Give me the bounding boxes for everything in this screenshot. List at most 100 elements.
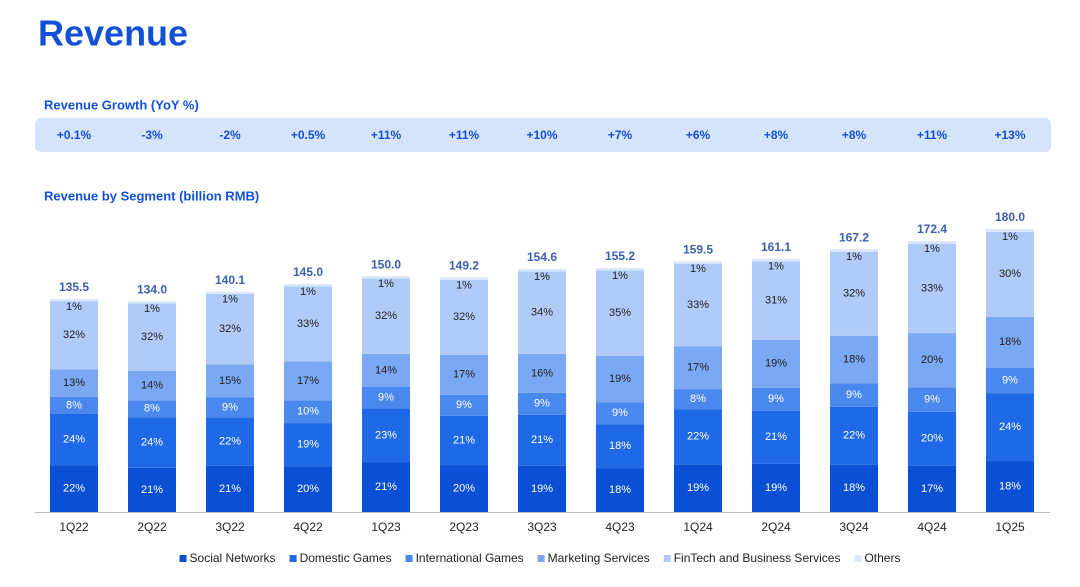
segment-label: 32% (453, 311, 475, 323)
bar-segment (986, 367, 1034, 394)
bar-segment (752, 387, 800, 411)
total-label: 145.0 (293, 265, 323, 279)
legend-marker (289, 555, 297, 562)
growth-label: +0.1% (57, 128, 92, 142)
bar-segment (440, 277, 488, 280)
segment-label: 1% (456, 279, 472, 291)
bar-segment (50, 298, 98, 302)
segment-label: 17% (687, 362, 709, 374)
bar-segment (206, 397, 254, 418)
bar-segment (518, 271, 566, 355)
segment-label: 35% (609, 307, 631, 319)
segment-label: 34% (531, 307, 553, 319)
segment-label: 21% (375, 481, 397, 493)
growth-label: +8% (842, 128, 867, 142)
segment-label: 22% (219, 435, 241, 447)
segment-label: 23% (375, 429, 397, 441)
segment-label: 33% (297, 318, 319, 330)
bar-segment (674, 409, 722, 465)
bar-segment (830, 335, 878, 384)
total-label: 167.2 (839, 230, 869, 244)
segment-label: 18% (609, 484, 631, 496)
segment-label: 31% (765, 294, 787, 306)
total-label: 135.5 (59, 280, 89, 294)
growth-label: +7% (608, 128, 633, 142)
bar-segment (440, 465, 488, 512)
legend-marker (405, 555, 413, 562)
segment-label: 19% (531, 483, 553, 495)
segment-label: 1% (846, 251, 862, 263)
total-label: 180.0 (995, 210, 1025, 224)
segment-label: 8% (144, 403, 160, 415)
segment-label: 13% (63, 377, 85, 389)
bar-segment (128, 417, 176, 468)
bar-segment (908, 411, 956, 466)
bar-segment (752, 258, 800, 262)
legend-marker (537, 555, 545, 562)
segment-label: 22% (63, 482, 85, 494)
x-tick-label: 1Q24 (683, 520, 713, 534)
segment-label: 32% (141, 331, 163, 343)
x-tick-label: 1Q22 (59, 520, 89, 534)
legend-label: Marketing Services (548, 551, 650, 565)
bar-segment (596, 267, 644, 271)
bar-segment (50, 301, 98, 370)
segment-label: 22% (687, 431, 709, 443)
bar-segment (206, 293, 254, 365)
segment-label: 9% (222, 401, 238, 413)
segment-label: 24% (141, 436, 163, 448)
segment-label: 8% (66, 399, 82, 411)
x-tick-label: 4Q23 (605, 520, 635, 534)
bar-segment (518, 354, 566, 393)
segment-label: 9% (768, 393, 784, 405)
total-label: 161.1 (761, 240, 791, 254)
growth-label: +13% (994, 128, 1025, 142)
total-label: 172.4 (917, 222, 947, 236)
x-tick-label: 2Q24 (761, 520, 791, 534)
bar-segment (752, 261, 800, 340)
segment-label: 20% (453, 482, 475, 494)
growth-label: +11% (917, 128, 948, 142)
segment-label: 17% (453, 369, 475, 381)
bar-segment (128, 467, 176, 512)
chart-title: Revenue by Segment (billion RMB) (44, 188, 259, 203)
x-tick-label: 3Q22 (215, 520, 245, 534)
page-title: Revenue (38, 13, 188, 54)
bar-segment (986, 316, 1034, 368)
x-tick-label: 4Q24 (917, 520, 947, 534)
segment-label: 9% (846, 389, 862, 401)
segment-label: 14% (141, 379, 163, 391)
bar-segment (206, 291, 254, 294)
segment-label: 8% (690, 393, 706, 405)
segment-label: 33% (921, 282, 943, 294)
segment-label: 9% (612, 407, 628, 419)
legend-label: Social Networks (190, 551, 276, 565)
total-label: 140.1 (215, 273, 245, 287)
bar-segment (518, 414, 566, 466)
segment-label: 10% (297, 406, 319, 418)
growth-label: +6% (686, 128, 711, 142)
bar-segment (518, 465, 566, 512)
growth-label: +10% (526, 128, 557, 142)
bar-segment (986, 229, 1034, 232)
bar-segment (50, 396, 98, 415)
bar-segment (50, 369, 98, 397)
segment-label: 9% (534, 398, 550, 410)
bar-segment (362, 278, 410, 354)
legend-marker (663, 555, 671, 562)
segment-label: 1% (1002, 231, 1018, 243)
growth-label: +0.5% (291, 128, 326, 142)
bar-segment (830, 251, 878, 336)
segment-label: 21% (765, 431, 787, 443)
legend-label: International Games (416, 551, 524, 565)
bar-segment (518, 268, 566, 272)
segment-label: 1% (534, 271, 550, 283)
bar-segment (128, 303, 176, 371)
total-label: 154.6 (527, 250, 557, 264)
segment-label: 22% (843, 430, 865, 442)
bar-segment (440, 415, 488, 466)
segment-label: 21% (531, 434, 553, 446)
bar-segment (362, 276, 410, 279)
legend-label: Others (864, 551, 900, 565)
